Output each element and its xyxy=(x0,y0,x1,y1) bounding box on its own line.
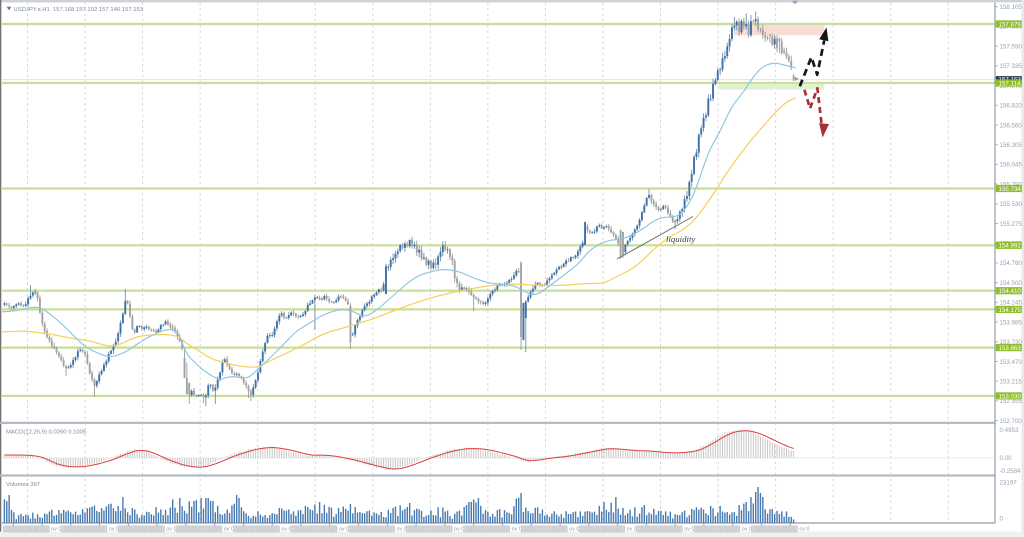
svg-text:2025.11.13 00:00: 2025.11.13 00:00 xyxy=(409,527,450,533)
svg-text:Volumes 397: Volumes 397 xyxy=(6,482,40,488)
svg-text:2025.11.07 00:00: 2025.11.07 00:00 xyxy=(179,527,220,533)
svg-text:156.820: 156.820 xyxy=(1000,103,1023,110)
svg-text:2025.11.12 00:00: 2025.11.12 00:00 xyxy=(351,527,392,533)
svg-text:157.590: 157.590 xyxy=(1000,43,1023,50)
svg-text:158.105: 158.105 xyxy=(1000,4,1023,11)
svg-text:153.030: 153.030 xyxy=(999,393,1022,400)
svg-text:155.275: 155.275 xyxy=(1000,221,1023,228)
svg-text:155.790: 155.790 xyxy=(1000,181,1023,188)
svg-text:2025.11.14 00:00: 2025.11.14 00:00 xyxy=(466,527,507,533)
svg-text:2025.11.17 00:00: 2025.11.17 00:00 xyxy=(524,527,565,533)
svg-text:0: 0 xyxy=(1000,515,1004,522)
svg-text:154.500: 154.500 xyxy=(1000,280,1023,287)
svg-text:2025.11.04 00:00: 2025.11.04 00:00 xyxy=(6,527,47,533)
svg-text:154.410: 154.410 xyxy=(999,288,1022,295)
svg-text:156.045: 156.045 xyxy=(1000,162,1023,169)
svg-text:2025.11.10 00:00: 2025.11.10 00:00 xyxy=(236,527,277,533)
svg-text:157.335: 157.335 xyxy=(1000,63,1023,70)
svg-text:ov 0: ov 0 xyxy=(281,527,291,533)
svg-text:ov 0: ov 0 xyxy=(396,527,406,533)
svg-text:156.560: 156.560 xyxy=(1000,122,1023,129)
svg-text:ov 0: ov 0 xyxy=(109,527,119,533)
svg-text:154.760: 154.760 xyxy=(1000,260,1023,267)
svg-text:156.305: 156.305 xyxy=(1000,142,1023,149)
svg-text:2025.11.11 00:00: 2025.11.11 00:00 xyxy=(294,527,335,533)
svg-text:153.215: 153.215 xyxy=(1000,378,1023,385)
svg-text:ov 0: ov 0 xyxy=(454,527,464,533)
svg-text:152.700: 152.700 xyxy=(1000,418,1023,425)
svg-text:ov 0: ov 0 xyxy=(799,527,809,533)
svg-text:155.530: 155.530 xyxy=(1000,201,1023,208)
svg-text:ov 0: ov 0 xyxy=(569,527,579,533)
svg-text:2025.11.21 00:00: 2025.11.21 00:00 xyxy=(754,527,795,533)
svg-text:154.992: 154.992 xyxy=(999,243,1022,250)
svg-text:2025.11.05 00:00: 2025.11.05 00:00 xyxy=(63,527,104,533)
svg-text:153.985: 153.985 xyxy=(1000,319,1023,326)
svg-text:155.734: 155.734 xyxy=(999,186,1022,193)
svg-text:23197: 23197 xyxy=(1000,480,1018,487)
svg-text:ov 0: ov 0 xyxy=(684,527,694,533)
svg-text:157.879: 157.879 xyxy=(999,21,1022,28)
svg-text:USDJPY.s,H1 157.168 157.192 1: USDJPY.s,H1 157.168 157.192 157.146 157.… xyxy=(14,7,144,13)
svg-text:154.245: 154.245 xyxy=(1000,300,1023,307)
svg-text:liquidity: liquidity xyxy=(666,234,695,244)
svg-text:ov 0: ov 0 xyxy=(166,527,176,533)
svg-text:0.4953: 0.4953 xyxy=(1000,427,1019,434)
svg-text:ov 0: ov 0 xyxy=(224,527,234,533)
svg-text:153.470: 153.470 xyxy=(1000,359,1023,366)
svg-text:2025.11.20 00:00: 2025.11.20 00:00 xyxy=(696,527,737,533)
svg-text:153.730: 153.730 xyxy=(1000,339,1023,346)
svg-text:-0.2584: -0.2584 xyxy=(1000,468,1022,475)
svg-text:ov 0: ov 0 xyxy=(742,527,752,533)
svg-text:2025.11.18 00:00: 2025.11.18 00:00 xyxy=(581,527,622,533)
svg-text:152.955: 152.955 xyxy=(1000,398,1023,405)
svg-text:157.114: 157.114 xyxy=(999,80,1021,87)
svg-text:ov 0: ov 0 xyxy=(339,527,349,533)
svg-text:153.663: 153.663 xyxy=(999,345,1022,352)
svg-text:154.175: 154.175 xyxy=(999,307,1022,314)
svg-text:0.00: 0.00 xyxy=(1000,455,1013,462)
svg-text:ov 0: ov 0 xyxy=(627,527,637,533)
svg-text:2025.11.06 00:00: 2025.11.06 00:00 xyxy=(121,527,162,533)
svg-text:ov 0: ov 0 xyxy=(51,527,61,533)
svg-text:MACD(12,26,9) 0.0260 0.1005: MACD(12,26,9) 0.0260 0.1005 xyxy=(6,429,87,435)
svg-text:ov 0: ov 0 xyxy=(512,527,522,533)
svg-text:2025.11.19 00:00: 2025.11.19 00:00 xyxy=(639,527,680,533)
